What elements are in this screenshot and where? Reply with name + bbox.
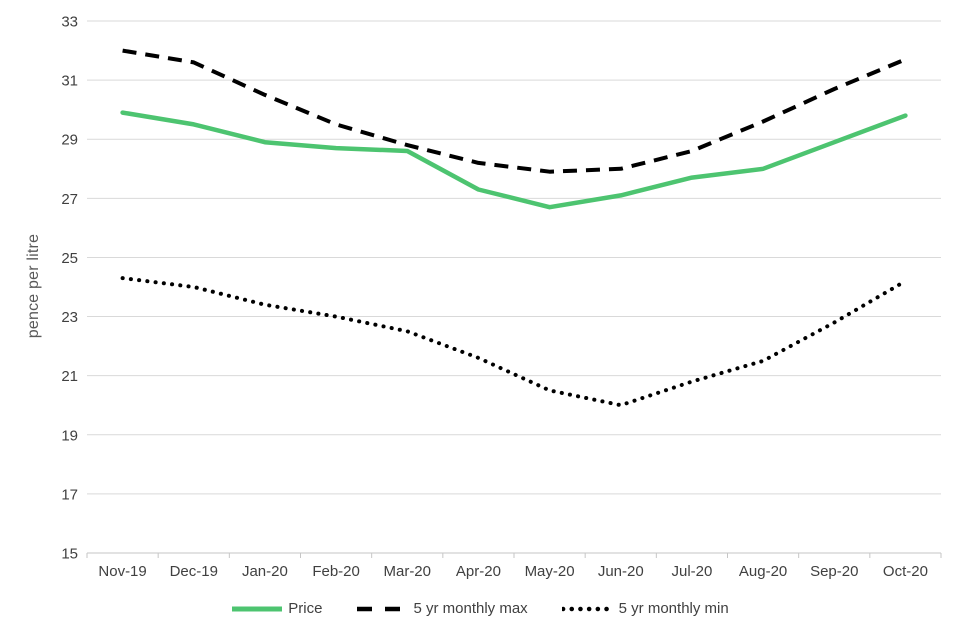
legend-swatch-dashed <box>357 606 408 611</box>
x-tick-label-Sep-20: Sep-20 <box>810 563 858 580</box>
y-tick-label-29: 29 <box>61 132 78 149</box>
legend-item-5-yr-monthly-min: 5 yr monthly min <box>561 600 729 617</box>
y-tick-label-19: 19 <box>61 427 78 444</box>
y-tick-label-15: 15 <box>61 546 78 563</box>
legend-swatch-dotted <box>561 606 614 611</box>
x-tick-label-Mar-20: Mar-20 <box>383 563 431 580</box>
x-tick-label-Dec-19: Dec-19 <box>170 563 218 580</box>
x-tick-label-Apr-20: Apr-20 <box>456 563 501 580</box>
series-line-5-yr-monthly-max <box>122 48 907 174</box>
x-tick-label-Jan-20: Jan-20 <box>242 563 288 580</box>
y-tick-label-33: 33 <box>61 14 78 31</box>
legend-swatch-solid <box>232 606 283 611</box>
y-tick-label-27: 27 <box>61 191 78 208</box>
legend-label: 5 yr monthly max <box>413 600 528 617</box>
x-tick-label-Feb-20: Feb-20 <box>312 563 360 580</box>
x-tick-label-Aug-20: Aug-20 <box>739 563 787 580</box>
legend-label: 5 yr monthly min <box>618 600 729 617</box>
legend-label: Price <box>288 600 323 617</box>
y-tick-label-17: 17 <box>61 486 78 503</box>
x-tick-label-May-20: May-20 <box>525 563 575 580</box>
x-tick-label-Jun-20: Jun-20 <box>598 563 644 580</box>
x-tick-label-Nov-19: Nov-19 <box>98 563 146 580</box>
series-line-price <box>120 110 908 210</box>
x-tick-label-Oct-20: Oct-20 <box>883 563 928 580</box>
legend-item-price: Price <box>231 600 322 617</box>
y-tick-label-31: 31 <box>61 73 78 90</box>
y-tick-label-25: 25 <box>61 250 78 267</box>
series-line-5-yr-monthly-min <box>120 276 908 408</box>
y-axis-title: pence per litre <box>25 233 42 339</box>
legend: Price 5 yr monthly max 5 yr monthly min <box>0 600 960 617</box>
y-tick-label-23: 23 <box>61 309 78 326</box>
legend-item-5-yr-monthly-max: 5 yr monthly max <box>356 600 528 617</box>
x-tick-label-Jul-20: Jul-20 <box>671 563 712 580</box>
y-tick-label-21: 21 <box>61 368 78 385</box>
